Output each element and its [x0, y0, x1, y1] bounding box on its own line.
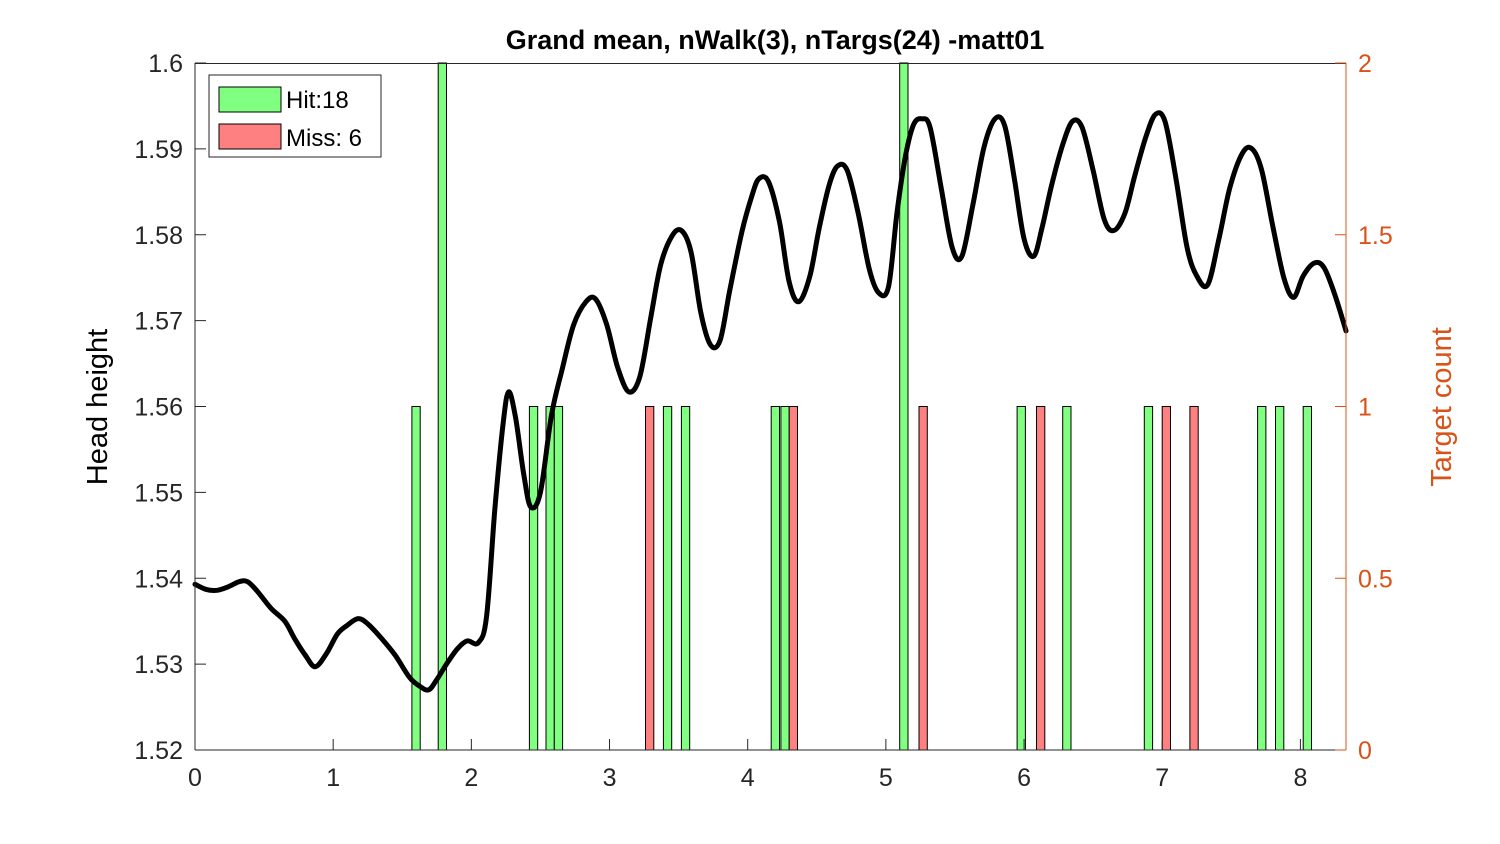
legend-label-hit: Hit:18	[286, 87, 349, 114]
hit-bar	[1275, 406, 1285, 751]
y-ticks-right: 0 0.5 1 1.5 2	[1335, 50, 1393, 765]
miss-bar	[1189, 406, 1199, 751]
hit-bar	[662, 406, 673, 751]
bars-layer	[411, 62, 1312, 751]
miss-bar	[1161, 406, 1171, 751]
hit-bar	[437, 62, 448, 751]
hit-bar	[411, 406, 421, 751]
y-right-tick-label: 2	[1358, 50, 1372, 78]
x-ticks: 0 1 2 3 4 5 6 7 8	[188, 739, 1307, 792]
hit-bar	[1257, 406, 1267, 751]
hit-bar	[1062, 406, 1072, 751]
x-tick-label: 0	[188, 764, 202, 792]
x-tick-label: 6	[1017, 764, 1031, 792]
y-right-tick-label: 1	[1358, 394, 1372, 422]
hit-bar	[770, 406, 781, 751]
y-ticks: 1.52 1.53 1.54 1.55 1.56 1.57 1.58 1.59 1.6	[134, 50, 206, 765]
hit-bar	[780, 406, 790, 751]
y-tick-label: 1.53	[134, 651, 183, 679]
legend-label-miss: Miss: 6	[286, 125, 362, 152]
x-tick-label: 5	[879, 764, 893, 792]
hit-bar	[1016, 406, 1026, 751]
x-tick-label: 3	[603, 764, 617, 792]
legend-swatch-hit	[218, 86, 282, 113]
y-tick-label: 1.59	[134, 136, 183, 164]
hit-bar	[553, 406, 564, 751]
hit-bar	[1143, 406, 1154, 751]
miss-bar	[788, 406, 799, 751]
miss-bar	[1036, 406, 1046, 751]
y-tick-label: 1.54	[134, 565, 183, 593]
y-tick-label: 1.58	[134, 222, 183, 250]
y-tick-label: 1.6	[148, 50, 183, 78]
y-axis-right-label: Target count	[1426, 327, 1458, 487]
y-right-tick-label: 1.5	[1358, 222, 1393, 250]
hit-bar	[528, 406, 539, 751]
y-tick-label: 1.52	[134, 737, 183, 765]
x-tick-label: 2	[464, 764, 478, 792]
miss-bar	[918, 406, 928, 751]
plot-frame-top	[195, 63, 1346, 64]
x-tick-label: 7	[1155, 764, 1169, 792]
y-right-tick-label: 0	[1358, 737, 1372, 765]
x-tick-label: 4	[741, 764, 755, 792]
x-tick-label: 8	[1293, 764, 1307, 792]
legend-swatch-miss	[218, 123, 282, 150]
miss-bar	[645, 406, 655, 751]
y-tick-label: 1.57	[134, 308, 183, 336]
hit-bar	[1302, 406, 1312, 751]
legend: Hit:18 Miss: 6	[208, 74, 382, 158]
y-tick-label: 1.55	[134, 479, 183, 507]
head-height-line	[192, 110, 1349, 693]
y-tick-label: 1.56	[134, 394, 183, 422]
y-right-tick-label: 0.5	[1358, 565, 1393, 593]
hit-bar	[680, 406, 691, 751]
chart-title: Grand mean, nWalk(3), nTargs(24) -matt01	[506, 25, 1045, 55]
x-tick-label: 1	[326, 764, 340, 792]
y-axis-label: Head height	[82, 329, 114, 485]
